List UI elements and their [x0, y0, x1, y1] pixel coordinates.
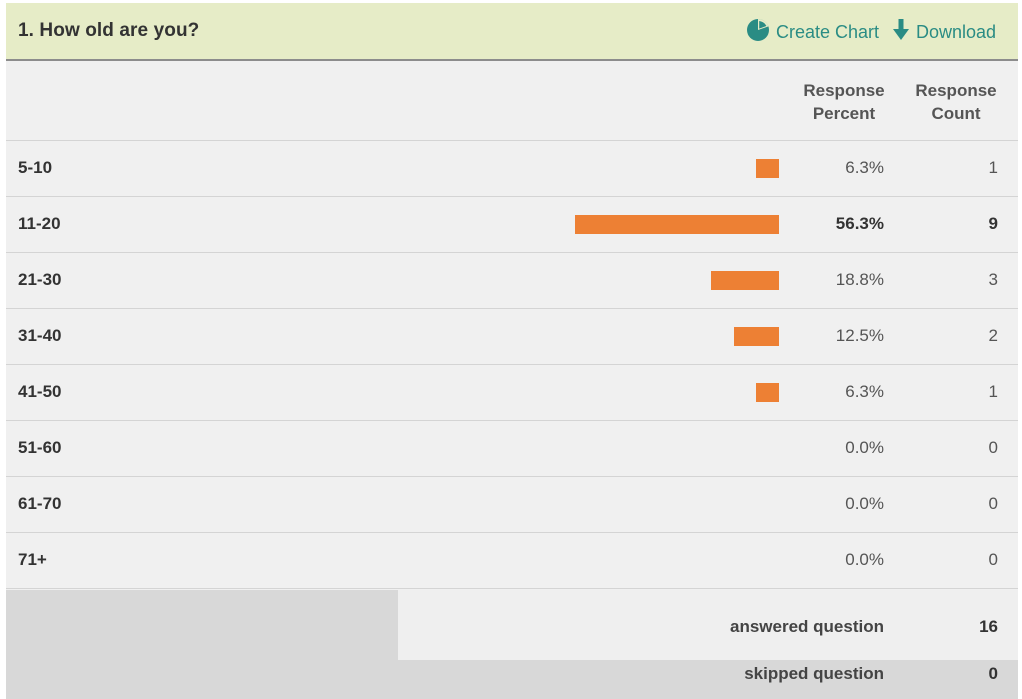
question-title: 1. How old are you?: [18, 20, 200, 41]
answer-option-label: 41-50: [18, 382, 62, 401]
column-header-row: Response Percent Response Count: [6, 61, 1018, 141]
response-percent: 18.8%: [835, 270, 884, 289]
answer-row: 5-10 6.3% 1: [6, 141, 1018, 197]
pie-chart-icon: [746, 18, 770, 47]
response-percent-header-line2: Percent: [812, 104, 876, 123]
answer-row: 41-50 6.3% 1: [6, 365, 1018, 421]
response-percent: 0.0%: [845, 494, 884, 513]
answer-option-label: 11-20: [18, 214, 61, 233]
skipped-question-label: skipped question: [744, 664, 884, 683]
answer-row: 21-30 18.8% 3: [6, 253, 1018, 309]
response-count-header: Response Count: [901, 79, 1011, 125]
response-bar: [575, 215, 779, 234]
response-bar: [734, 327, 779, 346]
response-percent: 56.3%: [835, 214, 884, 233]
response-percent: 6.3%: [845, 158, 884, 177]
response-percent: 0.0%: [845, 550, 884, 569]
create-chart-label: Create Chart: [776, 21, 880, 42]
skipped-question-value: 0: [988, 664, 998, 683]
response-percent-header-line1: Response: [803, 81, 885, 100]
create-chart-button[interactable]: Create Chart: [746, 18, 880, 47]
response-percent-header: Response Percent: [789, 79, 899, 125]
response-count: 2: [988, 326, 998, 345]
answer-option-label: 21-30: [18, 270, 62, 289]
response-percent: 6.3%: [845, 382, 884, 401]
response-percent: 0.0%: [845, 438, 884, 457]
response-bar: [756, 159, 779, 178]
response-count: 1: [988, 382, 998, 401]
download-label: Download: [916, 21, 997, 42]
response-count: 0: [988, 438, 998, 457]
response-bar: [756, 383, 779, 402]
response-bar: [711, 271, 779, 290]
answered-panel: [398, 590, 1018, 660]
answer-option-label: 51-60: [18, 438, 62, 457]
question-summary-panel: 1. How old are you? Create Chart Downloa…: [6, 3, 1018, 699]
answer-row: 11-20 56.3% 9: [6, 197, 1018, 253]
response-count: 0: [988, 550, 998, 569]
answer-row: 71+ 0.0% 0: [6, 533, 1018, 589]
response-count: 3: [988, 270, 998, 289]
answered-question-label: answered question: [730, 617, 884, 636]
answer-option-label: 31-40: [18, 326, 62, 345]
response-count: 1: [988, 158, 998, 177]
response-count: 0: [988, 494, 998, 513]
answer-row: 31-40 12.5% 2: [6, 309, 1018, 365]
answer-row: 51-60 0.0% 0: [6, 421, 1018, 477]
answer-option-label: 61-70: [18, 494, 62, 513]
answer-option-label: 71+: [18, 550, 47, 569]
question-header: 1. How old are you? Create Chart Downloa…: [6, 3, 1018, 61]
down-arrow-icon: [892, 18, 910, 47]
response-count-header-line2: Count: [931, 104, 981, 123]
answer-row: 61-70 0.0% 0: [6, 477, 1018, 533]
summary-footer: answered question 16 skipped question 0: [6, 590, 1018, 699]
response-count-header-line1: Response: [915, 81, 997, 100]
download-button[interactable]: Download: [892, 18, 997, 47]
answered-question-value: 16: [979, 617, 998, 636]
response-count: 9: [988, 214, 998, 233]
answer-option-label: 5-10: [18, 158, 53, 177]
response-percent: 12.5%: [835, 326, 884, 345]
